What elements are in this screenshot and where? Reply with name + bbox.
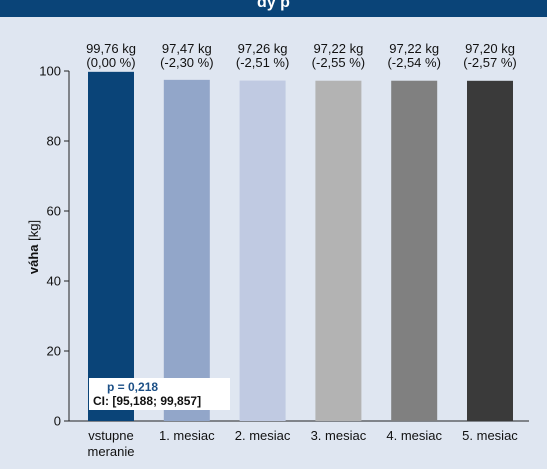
value-label: 97,20 kg <box>465 41 515 56</box>
bars <box>88 71 513 422</box>
y-tick-label: 40 <box>47 274 61 289</box>
change-label: (-2,55 %) <box>312 55 365 70</box>
y-ticks: 0 20 40 60 80 100 <box>39 64 69 429</box>
category-label: 4. mesiac <box>386 428 442 443</box>
category-label: vstupne <box>88 428 134 443</box>
y-axis-label-bold: váha <box>26 244 41 274</box>
change-label: (-2,51 %) <box>236 55 289 70</box>
stat-annotation-box: p = 0,218 CI: [95,188; 99,857] <box>89 378 230 410</box>
header-bar: dy p <box>0 0 547 17</box>
value-label: 97,22 kg <box>313 41 363 56</box>
y-tick-label: 80 <box>47 134 61 149</box>
y-tick-label: 20 <box>47 344 61 359</box>
bar <box>88 71 134 421</box>
value-label: 99,76 kg <box>86 41 136 56</box>
change-label: (-2,30 %) <box>160 55 213 70</box>
confidence-interval-label: CI: [95,188; 99,857] <box>93 394 202 408</box>
bar <box>391 80 438 421</box>
bar <box>467 80 513 422</box>
change-label: (-2,54 %) <box>387 55 440 70</box>
bar <box>163 79 210 421</box>
value-label: 97,22 kg <box>389 41 439 56</box>
p-value-label: p = 0,218 <box>107 380 159 394</box>
y-tick-label: 100 <box>39 64 61 79</box>
value-label: 97,26 kg <box>238 41 288 56</box>
bar <box>239 80 286 421</box>
category-label: 2. mesiac <box>235 428 291 443</box>
category-label: meranie <box>88 444 135 459</box>
y-tick-label: 0 <box>54 414 61 429</box>
category-label: 1. mesiac <box>159 428 215 443</box>
change-label: (-2,57 %) <box>463 55 516 70</box>
category-label: 5. mesiac <box>462 428 518 443</box>
value-labels: 99,76 kg(0,00 %) 97,47 kg(-2,30 %) 97,26 k… <box>86 41 517 70</box>
y-axis-label: váha [kg] <box>26 220 41 274</box>
y-axis-label-unit: [kg] <box>26 220 41 245</box>
axes <box>68 71 529 422</box>
bar <box>315 80 362 421</box>
value-label: 97,47 kg <box>162 41 212 56</box>
y-tick-label: 60 <box>47 204 61 219</box>
header-title: dy p <box>257 0 290 11</box>
change-label: (0,00 %) <box>86 55 135 70</box>
category-label: 3. mesiac <box>311 428 367 443</box>
